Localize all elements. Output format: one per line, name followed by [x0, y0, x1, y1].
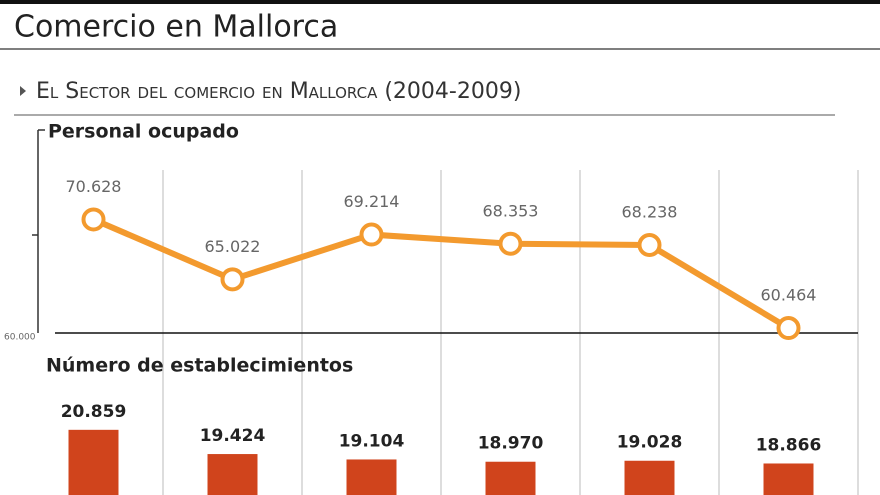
bar	[763, 463, 814, 495]
top-rule	[0, 0, 880, 4]
page-title: Comercio en Mallorca	[14, 10, 338, 45]
line	[92, 216, 791, 331]
value-label: 18.866	[756, 435, 822, 455]
value-label: 68.238	[622, 202, 678, 221]
bar	[346, 459, 397, 495]
value-label: 19.028	[617, 433, 683, 453]
bar	[68, 429, 119, 495]
value-label: 20.859	[61, 402, 127, 422]
bar	[485, 461, 536, 495]
value-label: 65.022	[205, 237, 261, 256]
bar	[624, 460, 675, 495]
value-label: 19.104	[339, 431, 405, 451]
point	[220, 267, 245, 292]
point	[776, 316, 801, 341]
value-label: 19.424	[200, 426, 266, 446]
value-label: 18.970	[478, 434, 544, 454]
bullet	[20, 86, 26, 96]
value-label: 69.214	[344, 192, 400, 211]
bar	[207, 454, 258, 495]
subtitle: El Sector del comercio en Mallorca (2004…	[36, 79, 521, 104]
point	[359, 222, 384, 247]
y-tick-label: 60.000	[4, 333, 36, 343]
point	[498, 231, 523, 256]
line-chart-title: Personal ocupado	[48, 121, 239, 143]
value-label: 68.353	[483, 201, 539, 220]
bar-chart-title: Número de establecimientos	[46, 355, 353, 377]
point	[81, 207, 106, 232]
point	[637, 232, 662, 257]
value-label: 60.464	[761, 286, 817, 305]
value-label: 70.628	[66, 177, 122, 196]
